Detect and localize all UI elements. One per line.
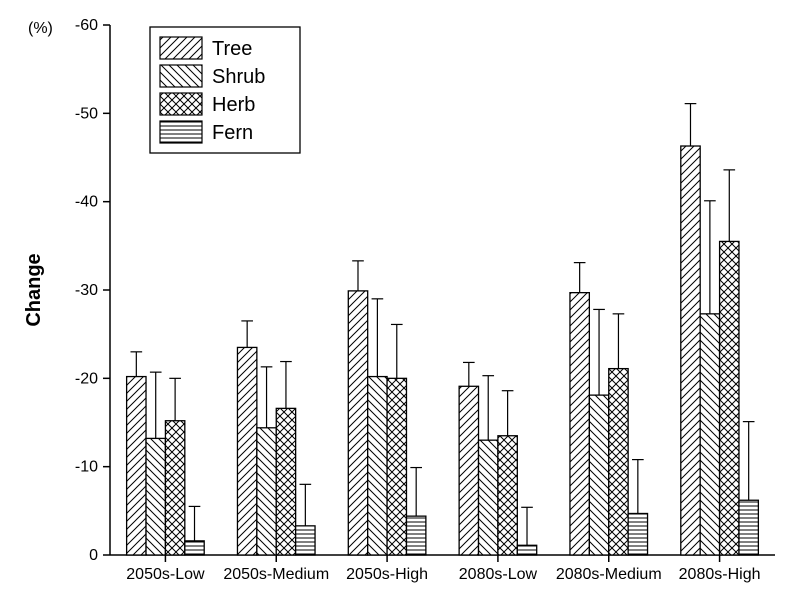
- chart-container: 0 -10 -20 -30 -40 -50 -60 (%) Change 2050s-Low 205…: [0, 0, 791, 605]
- bar: [459, 386, 478, 555]
- bar: [276, 408, 295, 555]
- bar: [127, 377, 146, 555]
- legend-swatch: [160, 65, 202, 87]
- legend-swatch: [160, 121, 202, 143]
- bar: [185, 541, 204, 555]
- bar-chart: 0 -10 -20 -30 -40 -50 -60 (%) Change 2050s-Low 205…: [0, 0, 791, 605]
- bar: [609, 369, 628, 555]
- bar: [406, 516, 425, 555]
- legend-swatch: [160, 93, 202, 115]
- bar: [368, 377, 387, 555]
- bar: [348, 291, 367, 555]
- y-tick-label: -10: [75, 459, 98, 476]
- x-tick-label: 2050s-Medium: [223, 566, 329, 583]
- y-tick-label: 0: [89, 547, 98, 564]
- x-tick-label: 2050s-Low: [126, 566, 205, 583]
- y-tick-label: -50: [75, 105, 98, 122]
- x-tick-label: 2050s-High: [346, 566, 428, 583]
- legend-label: Tree: [212, 38, 252, 60]
- unit-label: (%): [28, 20, 53, 37]
- y-tick-label: -30: [75, 282, 98, 299]
- bar: [387, 378, 406, 555]
- y-tick-label: -40: [75, 194, 98, 211]
- bar: [296, 526, 315, 555]
- bar: [739, 500, 758, 555]
- legend-swatch: [160, 37, 202, 59]
- bar: [237, 347, 256, 555]
- bar: [498, 436, 517, 555]
- bar: [720, 241, 739, 555]
- bar: [146, 438, 165, 555]
- bar: [570, 293, 589, 555]
- legend-label: Herb: [212, 94, 255, 116]
- legend-label: Fern: [212, 122, 253, 144]
- legend-label: Shrub: [212, 66, 265, 88]
- y-tick-label: -20: [75, 370, 98, 387]
- x-tick-label: 2080s-High: [679, 566, 761, 583]
- bar: [589, 395, 608, 555]
- x-tick-label: 2080s-Medium: [556, 566, 662, 583]
- bar: [681, 146, 700, 555]
- y-axis-label: Change: [23, 253, 45, 326]
- bar: [628, 513, 647, 555]
- bar: [517, 545, 536, 555]
- bar: [165, 421, 184, 555]
- bar: [700, 314, 719, 555]
- x-tick-label: 2080s-Low: [459, 566, 538, 583]
- bar: [257, 428, 276, 555]
- y-tick-label: -60: [75, 17, 98, 34]
- bar: [479, 440, 498, 555]
